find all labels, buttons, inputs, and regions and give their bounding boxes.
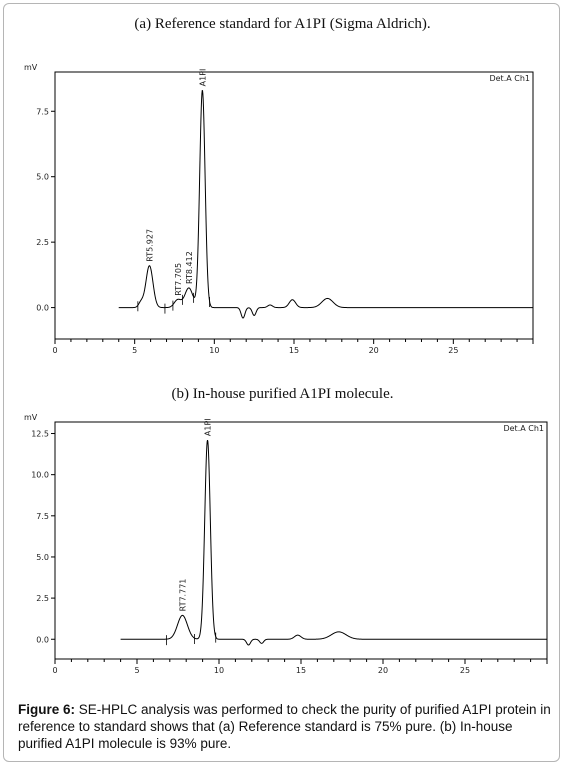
x-tick-label: 20 — [378, 666, 388, 675]
x-tick-label: 0 — [52, 346, 57, 355]
x-tick-label: 25 — [448, 346, 458, 355]
y-tick-label: 12.5 — [31, 430, 49, 439]
peak-label: RT7.705 — [174, 263, 183, 296]
y-tick-label: 2.5 — [36, 594, 49, 603]
y-tick-label: 10.0 — [31, 471, 49, 480]
y-tick-label: 0.0 — [36, 635, 49, 644]
x-tick-label: 15 — [296, 666, 306, 675]
y-tick-label: 5.0 — [36, 173, 49, 182]
chromatogram-trace — [118, 90, 533, 319]
y-tick-label: 0.0 — [36, 304, 49, 313]
x-tick-label: 20 — [369, 346, 379, 355]
y-axis-unit: mV — [24, 63, 38, 72]
detector-label: Det.A Ch1 — [503, 424, 544, 433]
x-tick-label: 10 — [209, 346, 219, 355]
x-tick-label: 15 — [289, 346, 299, 355]
figure-frame — [3, 3, 560, 762]
panel-a-title: (a) Reference standard for A1PI (Sigma A… — [134, 16, 431, 32]
plot-frame — [54, 71, 534, 340]
caption-text: SE-HPLC analysis was performed to check … — [18, 702, 551, 751]
peak-label: RT5.927 — [145, 229, 154, 262]
panel-b-title: (b) In-house purified A1PI molecule. — [171, 386, 394, 402]
detector-label: Det.A Ch1 — [489, 74, 530, 83]
chart-a: mV Det.A Ch1 0.0 2.5 5.0 7.5 0 5 10 15 20 25 RT5.927… — [24, 63, 534, 355]
caption-label: Figure 6: — [18, 702, 76, 717]
x-tick-label: 0 — [52, 666, 57, 675]
y-axis-unit: mV — [24, 413, 38, 422]
y-tick-label: 7.5 — [36, 107, 49, 116]
peak-label: RT7.771 — [178, 579, 187, 612]
y-tick-label: 7.5 — [36, 512, 49, 521]
peak-label: RT8.412 — [185, 251, 194, 284]
y-tick-label: 2.5 — [36, 238, 49, 247]
figure-caption: Figure 6: SE-HPLC analysis was performed… — [18, 701, 553, 752]
plot-frame — [54, 421, 548, 660]
x-tick-label: 25 — [460, 666, 470, 675]
chromatogram-trace — [120, 439, 547, 646]
x-tick-label: 10 — [214, 666, 224, 675]
x-tick-label: 5 — [134, 666, 139, 675]
peak-label: A1PI — [198, 69, 207, 87]
y-tick-label: 5.0 — [36, 553, 49, 562]
chart-b: mV Det.A Ch1 0.0 2.5 5.0 7.5 10.0 12.5 0 5 10 15 20 2… — [24, 413, 548, 675]
x-tick-label: 5 — [132, 346, 137, 355]
peak-label: A1PI — [204, 418, 213, 436]
